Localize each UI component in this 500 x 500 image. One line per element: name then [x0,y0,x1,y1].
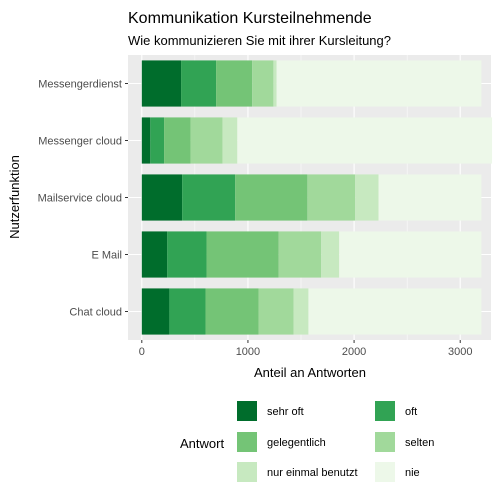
bar-segment [258,288,294,335]
bar-segment [141,60,182,107]
bar-segment [339,231,482,278]
legend-key [375,462,395,482]
bar-segment [190,117,223,164]
bar-segment [293,288,309,335]
legend-key [237,432,257,452]
bar-segment [237,117,493,164]
bar-segment [141,288,170,335]
bar-segment [273,60,277,107]
bar-segment [321,231,340,278]
y-tick-label: Mailservice cloud [38,193,122,205]
bar-segment [141,231,168,278]
bar-segment [378,174,482,221]
bar-segment [307,174,356,221]
bar-segment [164,117,191,164]
bar-segment [150,117,165,164]
legend-key [375,401,395,421]
x-tick-label: 1000 [236,346,260,358]
y-tick-label: Messenger cloud [38,136,122,148]
bar-segment [182,174,236,221]
bar-segment [216,60,253,107]
x-axis-title: Anteil an Antworten [254,365,366,380]
legend-label: nie [405,467,420,479]
legend-label: sehr oft [267,406,304,418]
bar-segment [252,60,274,107]
bar-segment [167,231,207,278]
legend-title: Antwort [180,436,224,451]
y-tick-labels: Messengerdienst Messenger cloud Mailservic… [38,79,128,319]
y-axis-title: Nutzerfunktion [7,155,22,239]
bar-segment [206,231,279,278]
y-tick-label: E Mail [91,250,122,262]
bar-segment [181,60,217,107]
legend-label: selten [405,437,434,449]
bar-segment [205,288,259,335]
legend-label: nur einmal benutzt [267,467,358,479]
bars [141,60,493,335]
legend-key [237,401,257,421]
bar-segment [222,117,238,164]
y-tick-label: Chat cloud [69,307,122,319]
x-tick-label: 0 [139,346,145,358]
bar-segment [276,60,482,107]
legend-key [375,432,395,452]
x-tick-label: 2000 [342,346,366,358]
x-tick-labels: 0 1000 2000 3000 [139,340,472,358]
x-tick-label: 3000 [448,346,472,358]
bar-segment [308,288,482,335]
legend-label: oft [405,406,417,418]
chart-title: Kommunikation Kursteilnehmende [128,10,372,27]
bar-segment [141,117,151,164]
legend: sehr oft oft gelegentlich selten nur einmal … [237,401,434,482]
chart-subtitle: Wie kommunizieren Sie mit ihrer Kursleit… [128,33,391,48]
bar-segment [169,288,206,335]
legend-label: gelegentlich [267,437,326,449]
legend-key [237,462,257,482]
bar-segment [355,174,379,221]
bar-segment [141,174,183,221]
y-tick-label: Messengerdienst [38,79,122,91]
bar-segment [278,231,322,278]
bar-segment [235,174,308,221]
